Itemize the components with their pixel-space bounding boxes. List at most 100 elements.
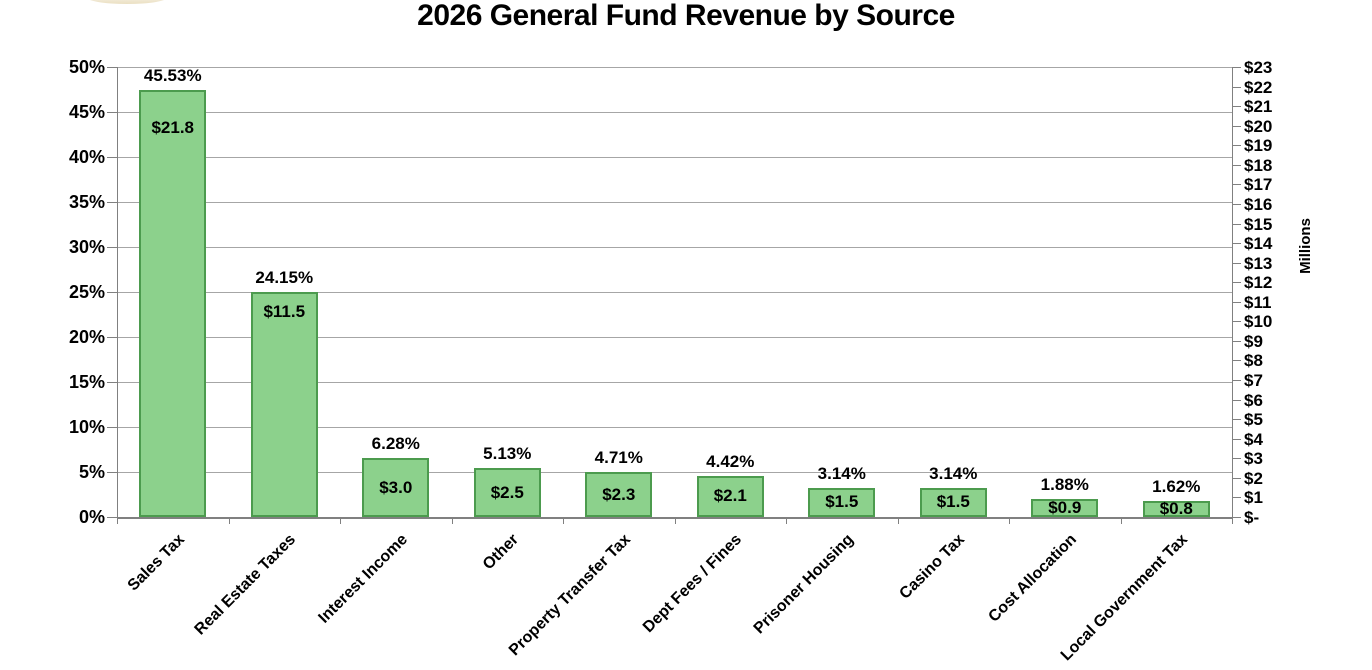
- x-axis-line: [117, 517, 1232, 519]
- gridline: [117, 202, 1232, 203]
- bar: [1031, 499, 1099, 517]
- right-axis-tick: [1232, 145, 1241, 147]
- right-axis-tick: [1232, 203, 1241, 205]
- left-axis-label: 40%: [68, 147, 105, 167]
- left-axis-tick: [107, 472, 117, 473]
- right-axis-label: $6: [1244, 390, 1263, 410]
- category-label: Sales Tax: [124, 531, 188, 595]
- bar-dollar-label: $0.8: [1159, 499, 1193, 519]
- left-axis-tick: [107, 157, 117, 158]
- bar: [696, 475, 764, 517]
- right-axis-label: $20: [1244, 116, 1273, 136]
- right-axis-tick: [1232, 477, 1241, 479]
- x-axis-tick: [1009, 517, 1010, 524]
- left-axis-label: 25%: [68, 282, 105, 302]
- right-axis-label: $15: [1244, 214, 1273, 234]
- left-axis-label: 30%: [68, 237, 105, 257]
- bar-percent-label: 5.13%: [483, 444, 532, 464]
- category-label: Real Estate Taxes: [191, 531, 300, 639]
- left-axis-label: 15%: [68, 372, 105, 392]
- bar: [1142, 501, 1210, 517]
- right-axis-tick: [1232, 360, 1241, 362]
- chart-title: 2026 General Fund Revenue by Source: [417, 0, 955, 32]
- bar-percent-label: 4.71%: [594, 448, 643, 467]
- bar-dollar-label: $2.1: [713, 486, 747, 506]
- bar-dollar-label: $1.5: [825, 492, 859, 512]
- right-axis-label: $8: [1244, 351, 1263, 371]
- bar: [473, 468, 541, 517]
- gridline: [117, 427, 1232, 428]
- category-label: Prisoner Housing: [750, 531, 857, 638]
- bar-dollar-label: $3.0: [379, 477, 413, 497]
- right-axis-tick: [1232, 419, 1241, 421]
- right-axis-tick: [1232, 86, 1241, 88]
- left-axis-tick: [107, 517, 117, 518]
- left-axis-label: 20%: [68, 327, 105, 347]
- right-axis-tick: [1232, 106, 1241, 108]
- right-axis-label: $21: [1244, 97, 1273, 117]
- left-axis-label: 35%: [68, 192, 105, 212]
- category-label: Casino Tax: [896, 531, 969, 603]
- right-axis-tick: [1232, 262, 1241, 264]
- left-axis-tick: [107, 337, 117, 338]
- bar: [585, 472, 653, 517]
- right-axis-label: $3: [1244, 449, 1263, 469]
- right-axis-tick: [1232, 438, 1241, 440]
- right-axis-label: $23: [1244, 58, 1273, 77]
- gridline: [117, 247, 1232, 248]
- right-axis-tick: [1232, 301, 1241, 303]
- category-label: Other: [480, 531, 523, 574]
- right-axis-label: $5: [1244, 410, 1263, 430]
- right-axis-label: $22: [1244, 77, 1273, 97]
- right-axis-label: $-: [1244, 508, 1260, 527]
- bar-percent-label: 24.15%: [255, 268, 314, 287]
- category-label: Cost Allocation: [985, 531, 1080, 626]
- left-axis-label: 10%: [68, 417, 105, 437]
- bar-dollar-label: $1.5: [936, 492, 970, 512]
- left-axis-line: [117, 67, 118, 524]
- logo-fragment: [86, 0, 168, 4]
- right-axis-tick: [1232, 380, 1241, 382]
- right-axis-tick: [1232, 458, 1241, 460]
- bar: [139, 90, 207, 517]
- right-axis-tick: [1232, 67, 1241, 68]
- right-axis-label: $9: [1244, 331, 1263, 351]
- bar-dollar-label: $2.5: [490, 482, 524, 502]
- bar-percent-label: 3.14%: [929, 463, 978, 483]
- right-axis-tick: [1232, 497, 1241, 499]
- right-axis-tick: [1232, 282, 1241, 284]
- x-axis-tick: [897, 517, 899, 524]
- right-axis-label: $12: [1244, 273, 1273, 293]
- gridline: [117, 157, 1232, 158]
- right-axis-label: $18: [1244, 155, 1273, 175]
- gridline: [117, 67, 1232, 68]
- x-axis-tick: [451, 517, 453, 524]
- bar: [808, 487, 876, 517]
- right-axis-label: $17: [1244, 175, 1273, 195]
- gridline: [117, 292, 1232, 293]
- left-axis-tick: [107, 292, 117, 293]
- right-axis-tick: [1232, 223, 1241, 225]
- right-axis-label: $16: [1244, 194, 1273, 214]
- right-axis-label: $14: [1244, 234, 1273, 254]
- category-label: Interest Income: [315, 531, 411, 627]
- gridline: [117, 382, 1232, 383]
- category-label: Local Government Tax: [1058, 531, 1192, 665]
- x-axis-tick: [228, 517, 230, 524]
- bar-dollar-label: $0.9: [1048, 498, 1082, 518]
- left-axis-tick: [107, 382, 117, 383]
- right-axis-tick: [1232, 321, 1241, 323]
- x-axis-tick: [563, 517, 564, 524]
- right-axis-line: [1232, 67, 1233, 524]
- bar: [919, 487, 987, 517]
- left-axis-label: 50%: [68, 57, 105, 77]
- gridline: [117, 112, 1232, 113]
- right-axis-label: $2: [1244, 468, 1263, 488]
- left-axis-tick: [107, 427, 117, 428]
- right-axis-label: $11: [1244, 292, 1272, 312]
- gridline: [117, 337, 1232, 338]
- right-axis-tick: [1232, 164, 1241, 166]
- bar-percent-label: 6.28%: [371, 434, 420, 454]
- left-axis-label: 0%: [78, 507, 105, 527]
